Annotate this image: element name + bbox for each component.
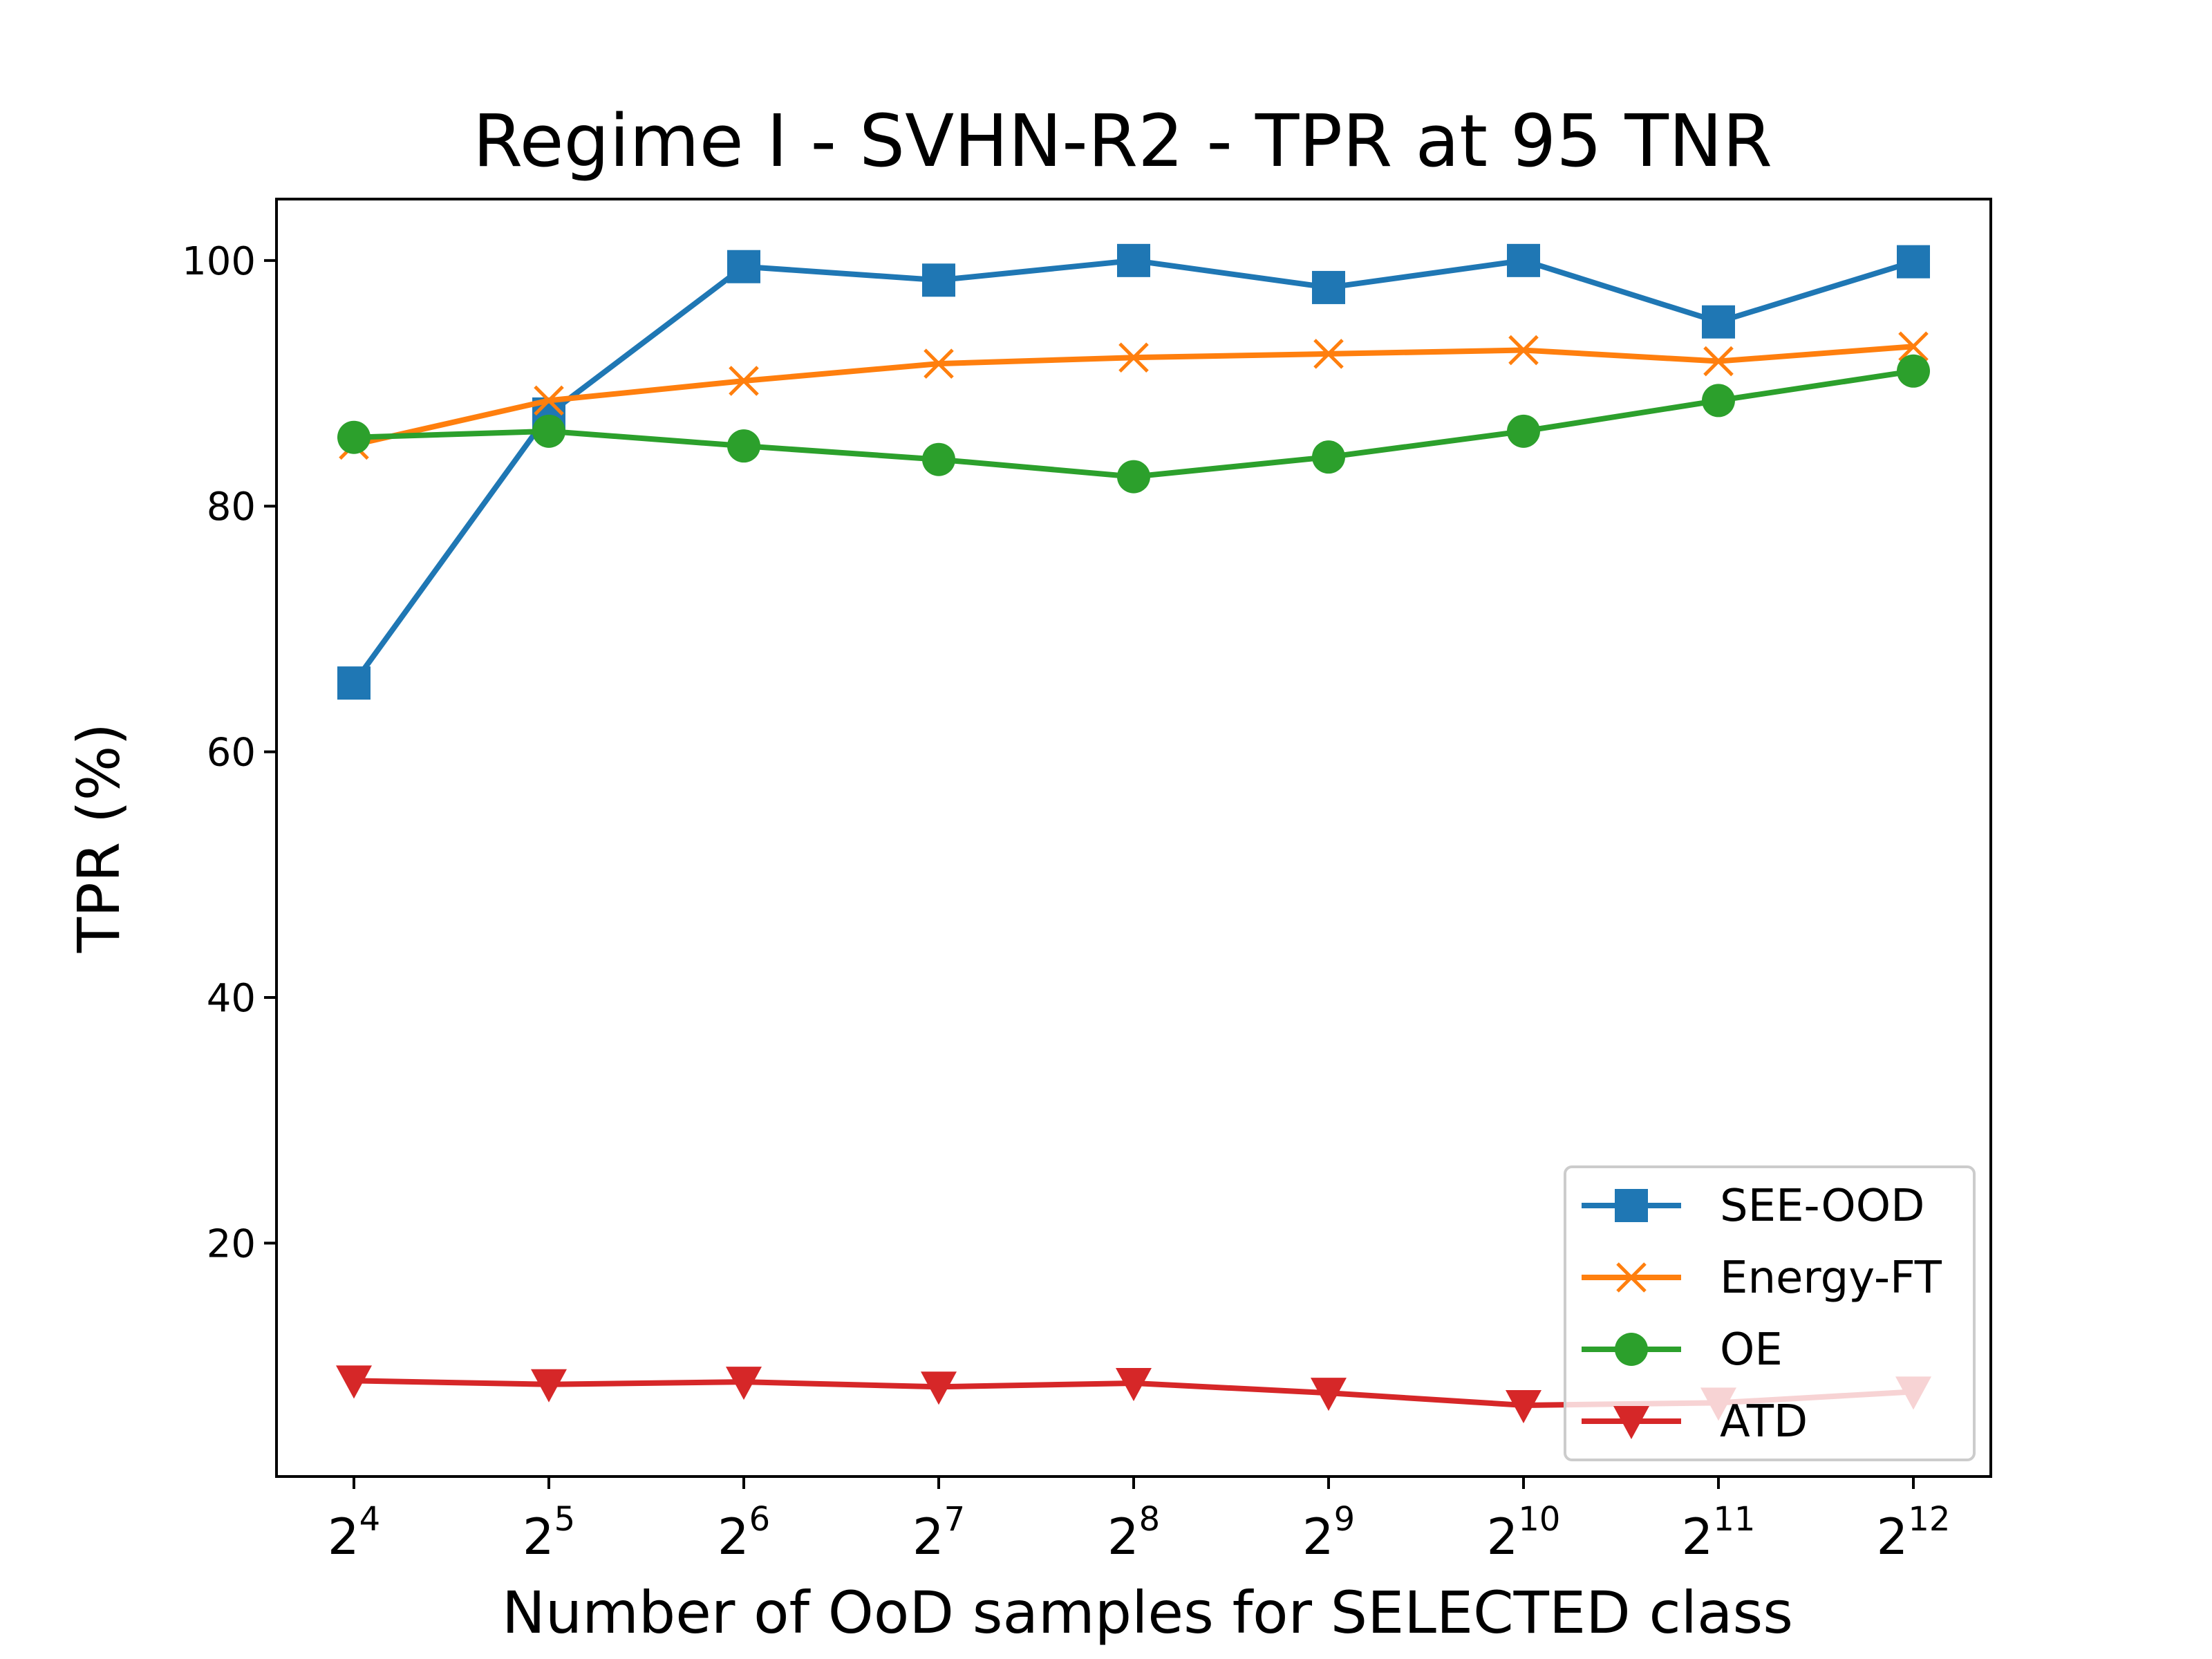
- legend-label: OE: [1720, 1324, 1783, 1376]
- data-point: [1508, 335, 1539, 366]
- data-point: [1312, 440, 1345, 474]
- legend-item: OE: [1582, 1324, 1783, 1376]
- data-point: [924, 348, 954, 379]
- y-axis: 20 40 60 80 100: [182, 239, 276, 1266]
- data-point: [1897, 245, 1930, 279]
- data-point: [337, 420, 371, 454]
- data-point: [336, 1365, 372, 1399]
- x-tick-label: 210: [1487, 1500, 1561, 1566]
- data-point: [1898, 331, 1929, 362]
- legend-label: Energy-FT: [1720, 1253, 1942, 1304]
- legend-marker: [1615, 1189, 1648, 1222]
- legend-item: Energy-FT: [1582, 1253, 1942, 1304]
- legend: SEE-OOD Energy-FT OE ATD: [1564, 1165, 1976, 1461]
- data-point: [1507, 243, 1540, 277]
- data-point: [726, 1367, 762, 1400]
- y-tick-label: 100: [182, 239, 256, 284]
- legend-box: [1564, 1165, 1976, 1461]
- y-tick-label: 20: [207, 1221, 256, 1266]
- data-point: [534, 385, 564, 416]
- y-tick-label: 80: [207, 485, 256, 529]
- legend-marker: [1613, 1406, 1649, 1439]
- data-point: [1702, 384, 1735, 418]
- data-point: [729, 366, 759, 396]
- legend-marker: [1616, 1262, 1647, 1293]
- series-line: [353, 344, 1914, 448]
- x-tick-label: 212: [1877, 1500, 1951, 1566]
- x-tick-label: 26: [718, 1500, 770, 1566]
- legend-label: SEE-OOD: [1720, 1181, 1924, 1232]
- data-point: [922, 442, 955, 476]
- data-point: [1118, 342, 1149, 373]
- x-tick-label: 211: [1682, 1500, 1756, 1566]
- series-energy-ft: [339, 331, 1929, 460]
- data-point: [727, 429, 760, 463]
- data-point: [1312, 270, 1345, 304]
- series-oe: [337, 354, 1930, 494]
- data-point: [1313, 339, 1344, 369]
- data-point: [1702, 305, 1735, 339]
- data-point: [1117, 460, 1150, 494]
- data-point: [1116, 1367, 1152, 1401]
- y-tick-label: 60: [207, 731, 256, 776]
- legend-label: ATD: [1720, 1396, 1808, 1447]
- legend-item: ATD: [1582, 1396, 1808, 1447]
- data-point: [1117, 243, 1150, 277]
- legend-item: SEE-OOD: [1582, 1181, 1924, 1232]
- chart-title: Regime I - SVHN-R2 - TPR at 95 TNR: [473, 99, 1772, 183]
- x-tick-label: 27: [912, 1500, 965, 1566]
- x-axis: 24 25 26 27 28 29 210 211 212: [328, 1477, 1951, 1566]
- data-point: [1506, 1389, 1541, 1423]
- data-point: [337, 666, 371, 700]
- data-point: [531, 1369, 567, 1403]
- data-point: [727, 250, 760, 283]
- data-point: [921, 1371, 957, 1405]
- data-point: [1897, 354, 1930, 388]
- data-point: [922, 263, 955, 297]
- legend-marker: [1615, 1333, 1648, 1366]
- x-tick-label: 25: [523, 1500, 575, 1566]
- y-tick-label: 40: [207, 976, 256, 1021]
- x-tick-label: 24: [328, 1500, 380, 1566]
- data-point: [1507, 414, 1540, 448]
- x-tick-label: 28: [1107, 1500, 1160, 1566]
- data-point: [532, 414, 565, 448]
- data-point: [1703, 346, 1734, 377]
- data-point: [1311, 1378, 1347, 1412]
- y-axis-label: TPR (%): [65, 723, 133, 953]
- x-tick-label: 29: [1302, 1500, 1355, 1566]
- x-axis-label: Number of OoD samples for SELECTED class: [502, 1579, 1793, 1647]
